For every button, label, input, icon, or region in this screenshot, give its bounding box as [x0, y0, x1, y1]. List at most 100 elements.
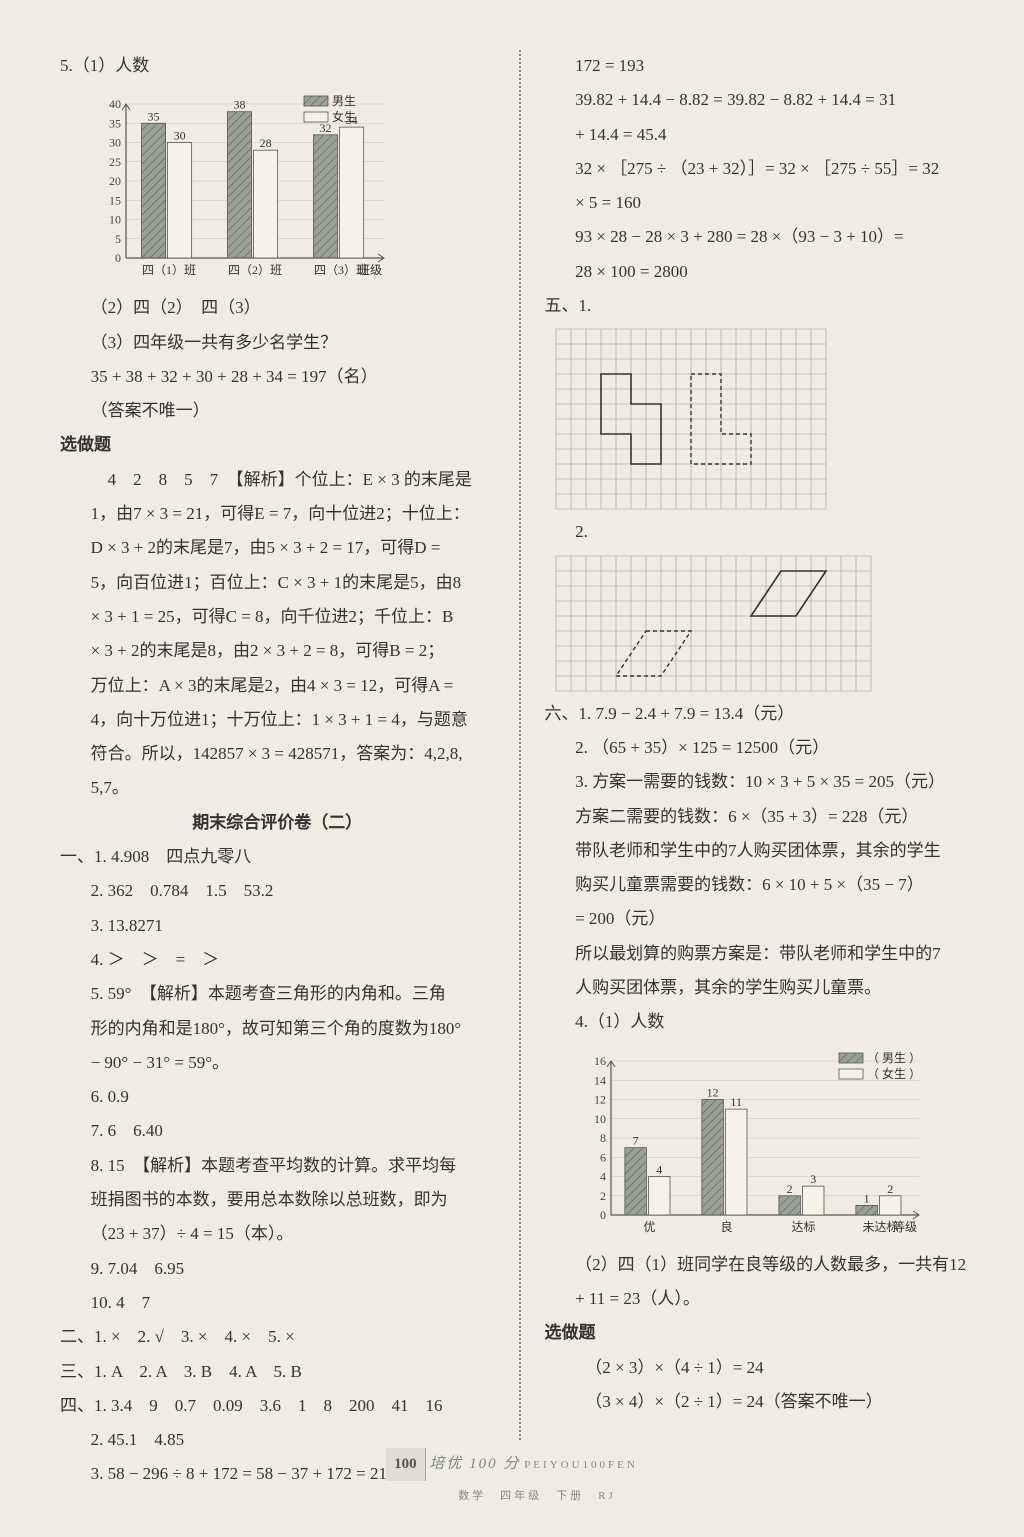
- grid2: [555, 555, 872, 692]
- xz9: 符合。所以，142857 × 3 = 428571，答案为：4,2,8,: [60, 738, 495, 770]
- svg-text:10: 10: [594, 1111, 606, 1125]
- svg-text:3: 3: [810, 1172, 816, 1186]
- svg-text:5: 5: [115, 232, 121, 246]
- svg-text:达标: 达标: [791, 1220, 815, 1234]
- page-number: 100: [386, 1448, 426, 1481]
- svg-text:11: 11: [730, 1095, 742, 1109]
- r16: = 200（元）: [545, 903, 980, 935]
- xz6: × 3 + 2的末尾是8，由2 × 3 + 2 = 8，可得B = 2；: [60, 635, 495, 667]
- svg-text:2: 2: [600, 1188, 606, 1202]
- svg-text:32: 32: [320, 121, 332, 135]
- r13: 方案二需要的钱数：6 ×（35 + 3）= 228（元）: [545, 801, 980, 833]
- footer-sub: 数学 四年级 下册 RJ: [458, 1490, 616, 1502]
- r10: 六、1. 7.9 − 2.4 + 7.9 = 13.4（元）: [545, 698, 980, 730]
- page-columns: 5.（1）人数 05101520253035403530四（1）班3828四（2…: [60, 50, 979, 1440]
- svg-text:25: 25: [109, 155, 121, 169]
- svg-text:（ 女生 ）: （ 女生 ）: [867, 1066, 921, 1081]
- q5-label: 5.（1）人数: [60, 50, 495, 82]
- s1-7: 7. 6 6.40: [60, 1115, 495, 1147]
- svg-text:优: 优: [643, 1220, 655, 1234]
- svg-text:12: 12: [594, 1092, 606, 1106]
- svg-text:35: 35: [109, 117, 121, 131]
- grid1-wrap: [555, 328, 980, 510]
- svg-text:0: 0: [115, 251, 121, 265]
- s1-9: 9. 7.04 6.95: [60, 1253, 495, 1285]
- svg-text:8: 8: [600, 1131, 606, 1145]
- svg-text:35: 35: [148, 110, 160, 124]
- svg-text:1: 1: [863, 1191, 869, 1205]
- chart1-wrap: 05101520253035403530四（1）班3828四（2）班3234四（…: [84, 86, 495, 286]
- r12: 3. 方案一需要的钱数：10 × 3 + 5 × 35 = 205（元）: [545, 766, 980, 798]
- s1-8c: （23 + 37）÷ 4 = 15（本）。: [60, 1218, 495, 1250]
- title2: 期末综合评价卷（二）: [60, 807, 495, 839]
- svg-text:女生: 女生: [332, 109, 356, 124]
- s1-8b: 班捐图书的本数，要用总本数除以总班数，即为: [60, 1184, 495, 1216]
- s1-2: 2. 362 0.784 1.5 53.2: [60, 875, 495, 907]
- s1-5b: 形的内角和是180°，故可知第三个角的度数为180°: [60, 1013, 495, 1045]
- svg-text:4: 4: [656, 1162, 662, 1176]
- r24: （3 × 4）×（2 ÷ 1）= 24（答案不唯一）: [545, 1386, 980, 1418]
- chart1: 05101520253035403530四（1）班3828四（2）班3234四（…: [84, 86, 394, 286]
- left-column: 5.（1）人数 05101520253035403530四（1）班3828四（2…: [60, 50, 495, 1440]
- q5-3c: （答案不唯一）: [60, 395, 495, 427]
- grid2-wrap: [555, 555, 980, 692]
- xz5: × 3 + 1 = 25，可得C = 8，向千位进2；千位上：B: [60, 601, 495, 633]
- r7: 28 × 100 = 2800: [545, 256, 980, 288]
- page-footer: 100 培优 100 分 PEIYOU100FEN 数学 四年级 下册 RJ: [0, 1448, 1024, 1509]
- xuanzuo-heading: 选做题: [60, 429, 495, 461]
- svg-text:16: 16: [594, 1054, 606, 1068]
- s1-4: 4. ＞ ＞ = ＞: [60, 944, 495, 976]
- svg-text:2: 2: [887, 1181, 893, 1195]
- r22h: 选做题: [545, 1317, 980, 1349]
- s2: 二、1. × 2. √ 3. × 4. × 5. ×: [60, 1321, 495, 1353]
- xz7: 万位上：A × 3的末尾是2，由4 × 3 = 12，可得A =: [60, 670, 495, 702]
- svg-text:38: 38: [234, 98, 246, 112]
- svg-text:7: 7: [632, 1133, 638, 1147]
- grid1: [555, 328, 827, 510]
- footer-pinyin: PEIYOU100FEN: [524, 1459, 638, 1471]
- q5-3b: 35 + 38 + 32 + 30 + 28 + 34 = 197（名）: [60, 361, 495, 393]
- svg-text:0: 0: [600, 1208, 606, 1222]
- xz1: 4 2 8 5 7 【解析】个位上：E × 3 的末尾是: [60, 464, 495, 496]
- svg-text:4: 4: [600, 1169, 606, 1183]
- s1-5a: 5. 59° 【解析】本题考查三角形的内角和。三角: [60, 978, 495, 1010]
- r8: 五、1.: [545, 290, 980, 322]
- svg-text:28: 28: [260, 136, 272, 150]
- s1-5c: − 90° − 31° = 59°。: [60, 1047, 495, 1079]
- svg-text:30: 30: [174, 129, 186, 143]
- r20: （2）四（1）班同学在良等级的人数最多，一共有12: [545, 1249, 980, 1281]
- s1-3: 3. 13.8271: [60, 910, 495, 942]
- r9: 2.: [545, 516, 980, 548]
- svg-text:2: 2: [786, 1181, 792, 1195]
- svg-text:10: 10: [109, 213, 121, 227]
- r17: 所以最划算的购票方案是：带队老师和学生中的7: [545, 938, 980, 970]
- s3: 三、1. A 2. A 3. B 4. A 5. B: [60, 1356, 495, 1388]
- column-divider: [519, 50, 521, 1440]
- r1: 172 = 193: [545, 50, 980, 82]
- chart2: 024681012141674优1211良23达标12未达标等级（ 男生 ）（ …: [569, 1043, 929, 1243]
- right-column: 172 = 193 39.82 + 14.4 − 8.82 = 39.82 − …: [545, 50, 980, 1440]
- svg-text:（ 男生 ）: （ 男生 ）: [867, 1051, 921, 1065]
- r19: 4.（1）人数: [545, 1006, 980, 1038]
- s1-1: 一、1. 4.908 四点九零八: [60, 841, 495, 873]
- footer-title: 培优 100 分: [429, 1456, 520, 1472]
- svg-text:40: 40: [109, 97, 121, 111]
- svg-text:等级: 等级: [892, 1220, 916, 1234]
- svg-text:班级: 班级: [358, 263, 382, 277]
- svg-text:30: 30: [109, 136, 121, 150]
- r23: （2 × 3）×（4 ÷ 1）= 24: [545, 1352, 980, 1384]
- r4: 32 × ［275 ÷ （23 + 32）］= 32 × ［275 ÷ 55］=…: [545, 153, 980, 185]
- q5-3a: （3）四年级一共有多少名学生？: [60, 327, 495, 359]
- r15: 购买儿童票需要的钱数：6 × 10 + 5 ×（35 − 7）: [545, 869, 980, 901]
- s1-6: 6. 0.9: [60, 1081, 495, 1113]
- r2: 39.82 + 14.4 − 8.82 = 39.82 − 8.82 + 14.…: [545, 84, 980, 116]
- svg-text:6: 6: [600, 1150, 606, 1164]
- xz3: D × 3 + 2的末尾是7，由5 × 3 + 2 = 17，可得D =: [60, 532, 495, 564]
- svg-text:良: 良: [720, 1219, 732, 1234]
- xz2: 1，由7 × 3 = 21，可得E = 7，向十位进2；十位上：: [60, 498, 495, 530]
- svg-text:四（2）班: 四（2）班: [228, 263, 282, 277]
- r5: × 5 = 160: [545, 187, 980, 219]
- s1-8a: 8. 15 【解析】本题考查平均数的计算。求平均每: [60, 1150, 495, 1182]
- r6: 93 × 28 − 28 × 3 + 280 = 28 ×（93 − 3 + 1…: [545, 221, 980, 253]
- xz8: 4，向十万位进1；十万位上：1 × 3 + 1 = 4，与题意: [60, 704, 495, 736]
